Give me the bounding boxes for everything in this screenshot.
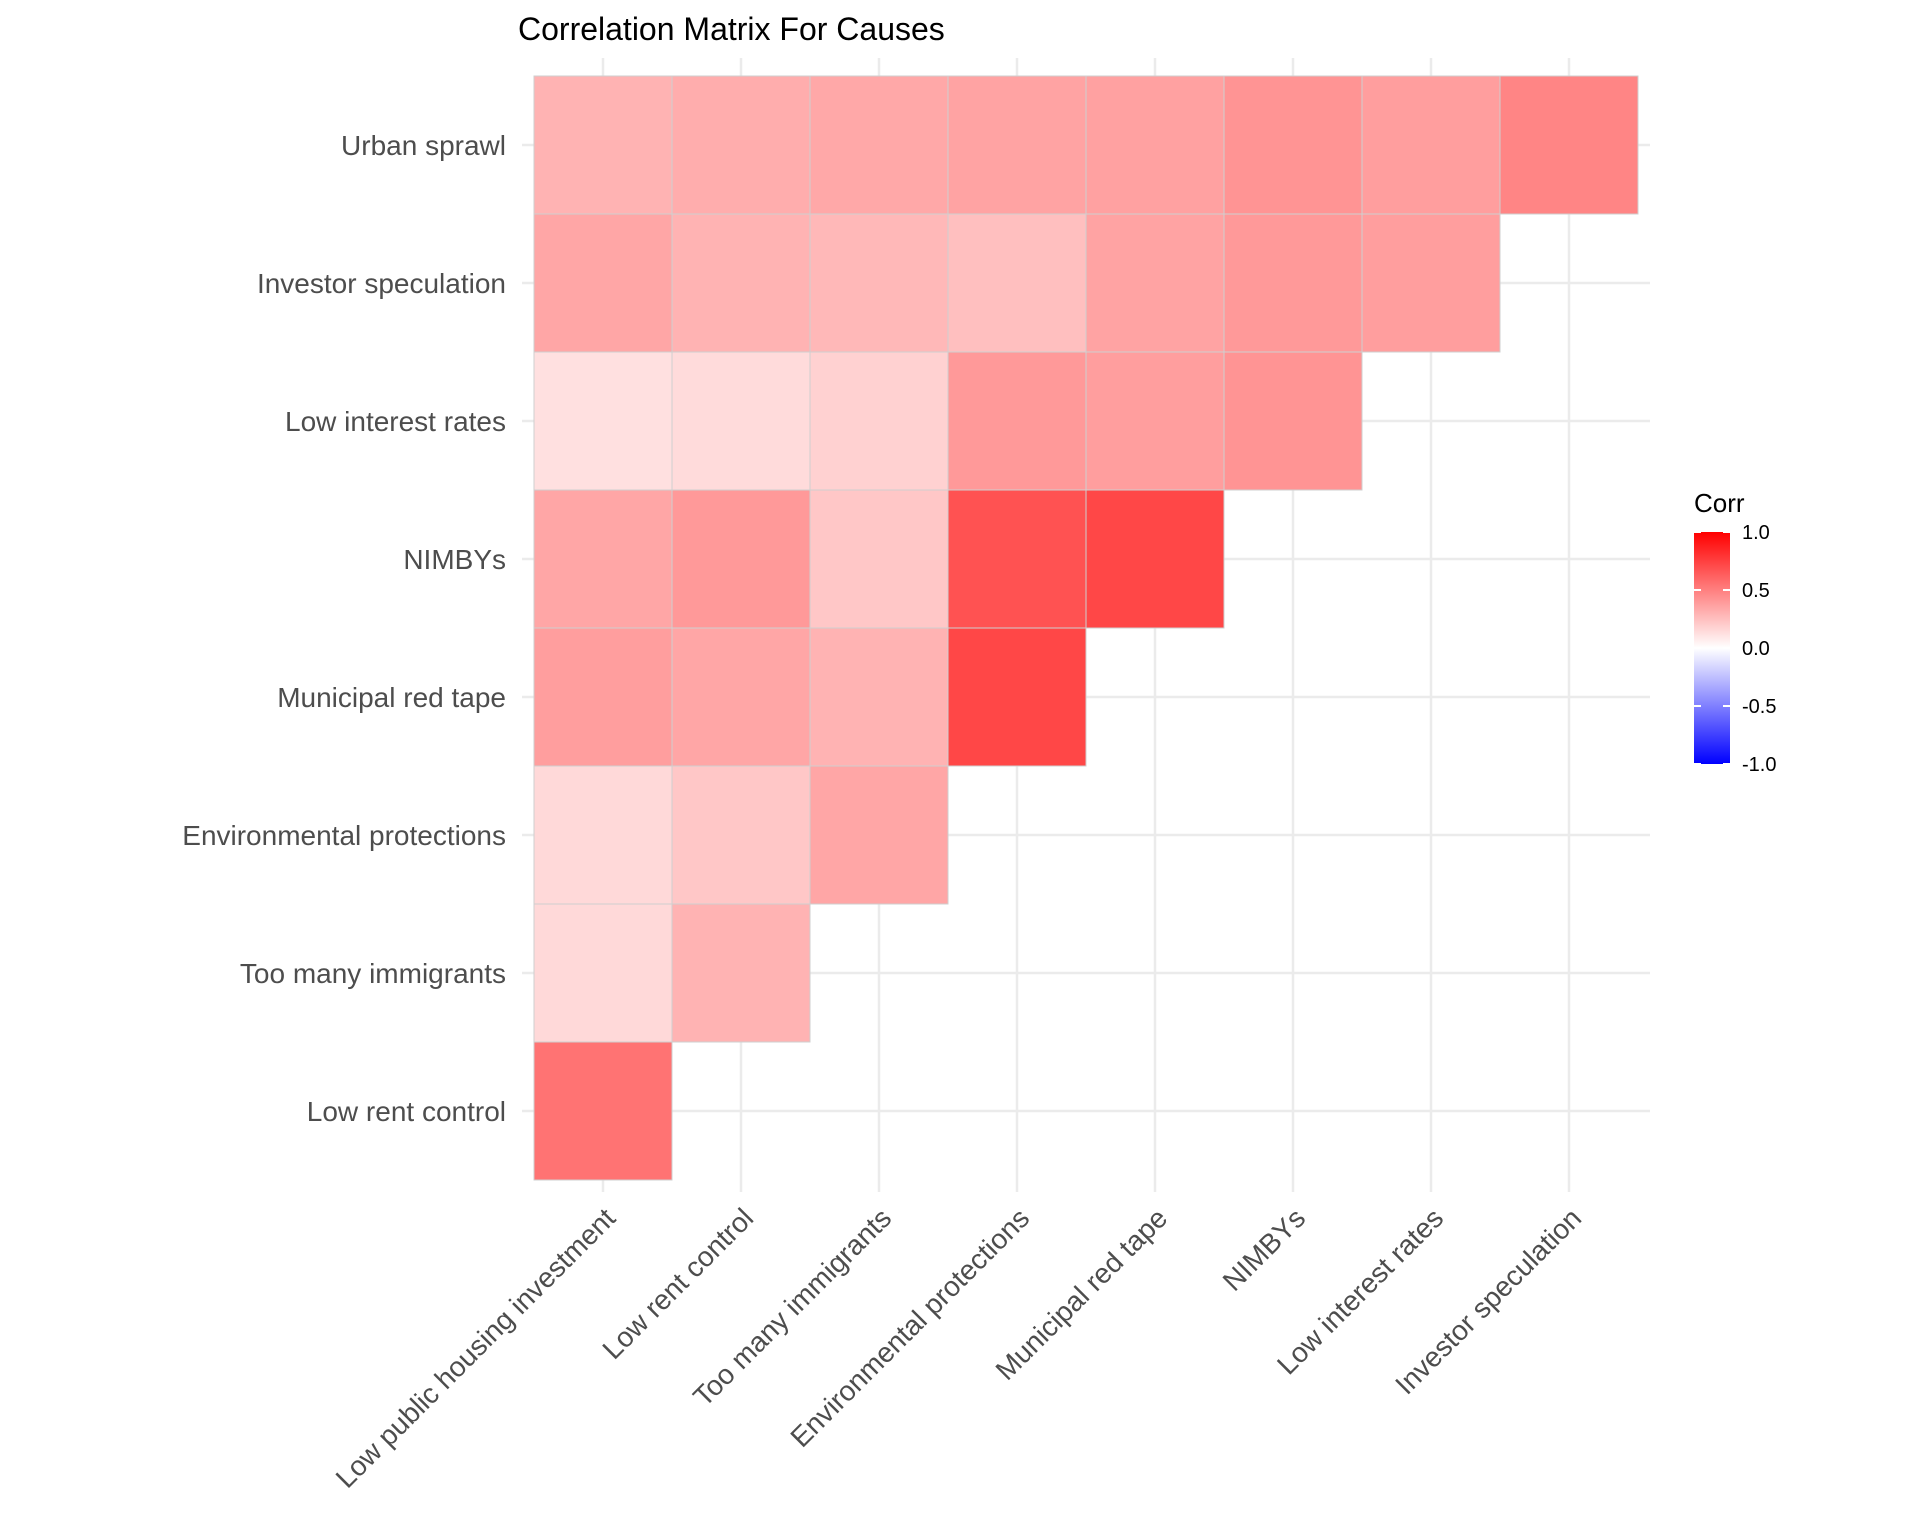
heatmap-cell: Environmental protections / Too many imm… — [809, 765, 949, 905]
heatmap-cell: Urban sprawl / Low interest rates: 0.38 — [1361, 75, 1501, 215]
heatmap-cell: Urban sprawl / Environmental protections… — [947, 75, 1087, 215]
x-tick-label: Low rent control — [596, 1202, 759, 1365]
y-tick-label: Too many immigrants — [240, 958, 506, 989]
legend-tick-label: 1.0 — [1742, 522, 1770, 544]
heatmap-cell: Low interest rates / Environmental prote… — [947, 351, 1087, 491]
heatmap-cell: Too many immigrants / Low rent control: … — [671, 903, 811, 1043]
y-tick-label: Environmental protections — [182, 820, 506, 851]
heatmap-cell: NIMBYs / Too many immigrants: 0.22 — [809, 489, 949, 629]
heatmap-cell: Investor speculation / Too many immigran… — [809, 213, 949, 353]
y-tick-label: Municipal red tape — [277, 682, 506, 713]
legend-tick-label: 0.5 — [1742, 580, 1770, 602]
heatmap-cell: Low interest rates / Too many immigrants… — [809, 351, 949, 491]
heatmap-cell: NIMBYs / Low public housing investment: … — [533, 489, 673, 629]
y-tick-label: Investor speculation — [257, 268, 506, 299]
heatmap-cell: Urban sprawl / Too many immigrants: 0.34 — [809, 75, 949, 215]
heatmap-cell: Municipal red tape / Low rent control: 0… — [671, 627, 811, 767]
heatmap-cell: NIMBYs / Environmental protections: 0.68 — [947, 489, 1087, 629]
heatmap-cell: Urban sprawl / Low public housing invest… — [533, 75, 673, 215]
heatmap-cell: Low interest rates / NIMBYs: 0.42 — [1223, 351, 1363, 491]
heatmap-cell: Investor speculation / Environmental pro… — [947, 213, 1087, 353]
y-tick-label: NIMBYs — [403, 544, 506, 575]
y-tick-label: Low interest rates — [285, 406, 506, 437]
heatmap-cell: Investor speculation / Low public housin… — [533, 213, 673, 353]
heatmap-cell: Too many immigrants / Low public housing… — [533, 903, 673, 1043]
x-tick-label: Low public housing investment — [330, 1202, 622, 1494]
heatmap-cell: Urban sprawl / Investor speculation: 0.4… — [1499, 75, 1639, 215]
heatmap-cell: Low interest rates / Municipal red tape:… — [1085, 351, 1225, 491]
legend-title: Corr — [1694, 488, 1745, 518]
heatmap-cell: Investor speculation / Municipal red tap… — [1085, 213, 1225, 353]
heatmap-cell: Urban sprawl / Low rent control: 0.32 — [671, 75, 811, 215]
heatmap-cell: Investor speculation / Low interest rate… — [1361, 213, 1501, 353]
legend-ticks: 1.0 0.5 0.0 -0.5 -1.0 — [1694, 522, 1776, 776]
legend-tick-label: 0.0 — [1742, 638, 1770, 660]
heatmap-cell: Urban sprawl / NIMBYs: 0.42 — [1223, 75, 1363, 215]
color-legend: Corr 1.0 0.5 0.0 -0.5 -1.0 — [1694, 488, 1776, 776]
legend-tick-label: -1.0 — [1742, 754, 1776, 776]
heatmap-cell: Environmental protections / Low public h… — [533, 765, 673, 905]
heatmap-cell: Municipal red tape / Too many immigrants… — [809, 627, 949, 767]
y-axis-labels: Low rent control Too many immigrants Envir… — [182, 130, 506, 1127]
heatmap-cell: Low rent control / Low public housing in… — [533, 1041, 673, 1181]
heatmap-cell: NIMBYs / Municipal red tape: 0.72 — [1085, 489, 1225, 629]
heatmap-tiles: Low rent control / Low public housing in… — [533, 75, 1639, 1181]
y-tick-label: Urban sprawl — [341, 130, 506, 161]
heatmap-cell: Municipal red tape / Low public housing … — [533, 627, 673, 767]
y-tick-label: Low rent control — [307, 1096, 506, 1127]
heatmap-cell: Urban sprawl / Municipal red tape: 0.37 — [1085, 75, 1225, 215]
heatmap-cell: Investor speculation / Low rent control:… — [671, 213, 811, 353]
x-tick-label: NIMBYs — [1217, 1202, 1312, 1297]
heatmap-cell: Municipal red tape / Environmental prote… — [947, 627, 1087, 767]
legend-tick-label: -0.5 — [1742, 696, 1776, 718]
chart-title: Correlation Matrix For Causes — [518, 11, 945, 47]
heatmap-cell: Investor speculation / NIMBYs: 0.4 — [1223, 213, 1363, 353]
heatmap-cell: Low interest rates / Low public housing … — [533, 351, 673, 491]
heatmap-cell: Environmental protections / Low rent con… — [671, 765, 811, 905]
x-tick-label: Environmental protections — [784, 1202, 1035, 1453]
heatmap-cell: NIMBYs / Low rent control: 0.4 — [671, 489, 811, 629]
heatmap-cell: Low interest rates / Low rent control: 0… — [671, 351, 811, 491]
